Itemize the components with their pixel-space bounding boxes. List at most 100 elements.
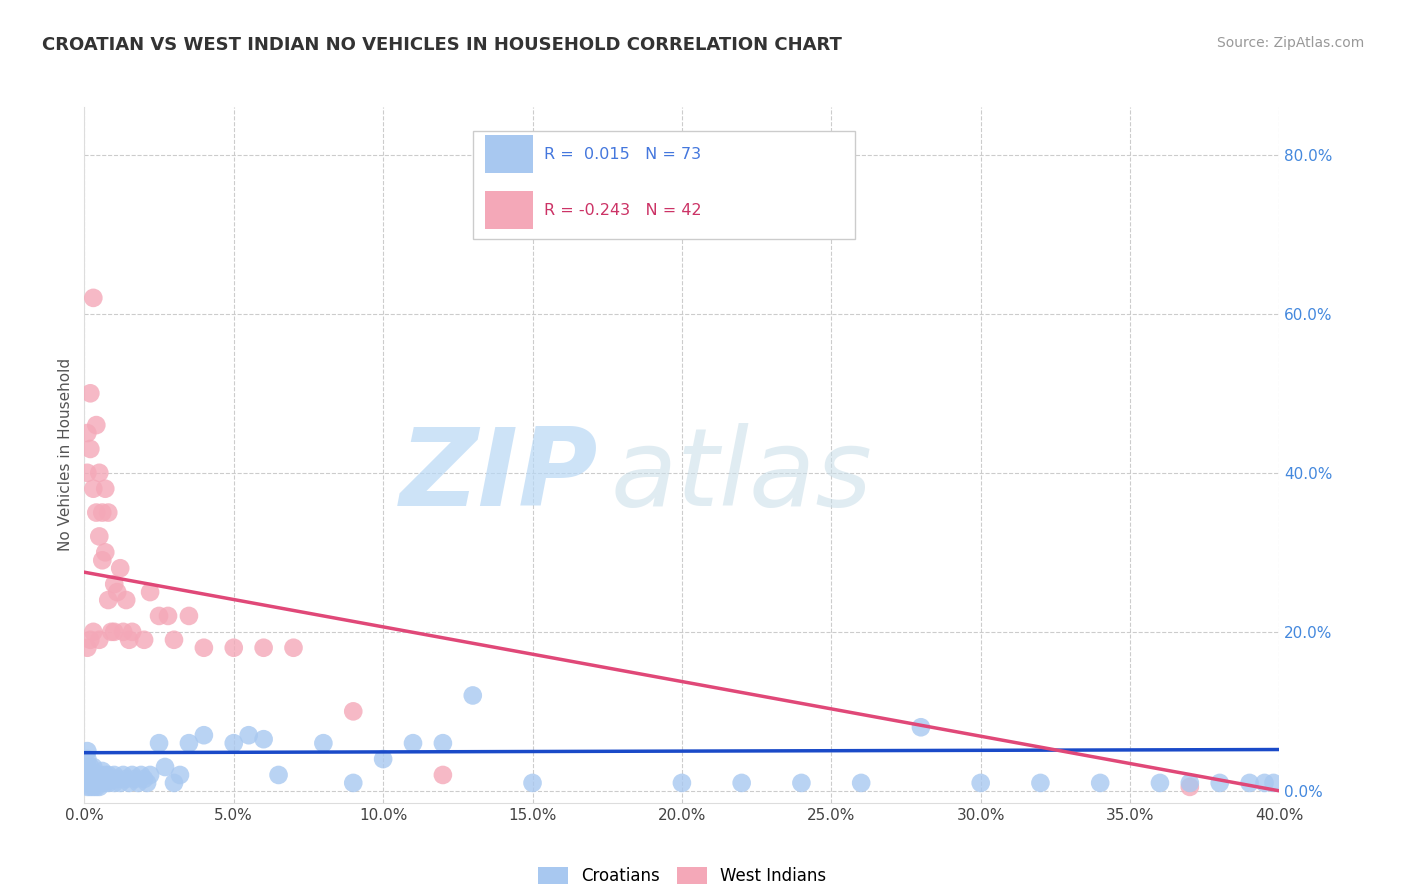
- Point: [1208, 776, 1232, 790]
- Point: [127, 776, 149, 790]
- Point: [105, 772, 128, 786]
- Point: [118, 632, 141, 647]
- Point: [76, 768, 98, 782]
- Point: [124, 772, 146, 786]
- Point: [121, 624, 143, 639]
- Point: [82, 780, 104, 794]
- Point: [970, 776, 993, 790]
- Point: [312, 736, 335, 750]
- Point: [97, 506, 120, 520]
- Point: [222, 736, 245, 750]
- Point: [461, 689, 484, 703]
- Point: [432, 768, 454, 782]
- Point: [97, 768, 120, 782]
- Point: [91, 553, 114, 567]
- Point: [79, 760, 101, 774]
- Point: [82, 760, 104, 774]
- Point: [129, 768, 152, 782]
- Bar: [485, 191, 533, 229]
- Point: [177, 736, 200, 750]
- Point: [169, 768, 191, 782]
- Point: [1149, 776, 1171, 790]
- Point: [253, 732, 276, 747]
- Point: [82, 482, 104, 496]
- Point: [342, 776, 364, 790]
- Point: [115, 772, 138, 786]
- Point: [100, 624, 122, 639]
- Text: Source: ZipAtlas.com: Source: ZipAtlas.com: [1216, 36, 1364, 50]
- Point: [97, 776, 120, 790]
- Point: [163, 776, 186, 790]
- Point: [193, 728, 215, 742]
- Point: [79, 776, 101, 790]
- Point: [148, 609, 170, 624]
- Point: [76, 776, 98, 790]
- Point: [139, 768, 162, 782]
- Point: [76, 425, 98, 440]
- Point: [91, 506, 114, 520]
- Point: [86, 418, 108, 433]
- Point: [76, 752, 98, 766]
- Text: R =  0.015   N = 73: R = 0.015 N = 73: [544, 147, 702, 161]
- Point: [342, 704, 364, 718]
- Point: [132, 772, 156, 786]
- Point: [522, 776, 544, 790]
- Point: [94, 545, 117, 559]
- Text: CROATIAN VS WEST INDIAN NO VEHICLES IN HOUSEHOLD CORRELATION CHART: CROATIAN VS WEST INDIAN NO VEHICLES IN H…: [42, 36, 842, 54]
- Point: [100, 772, 122, 786]
- Point: [86, 776, 108, 790]
- Point: [105, 585, 128, 599]
- Point: [1029, 776, 1052, 790]
- Point: [89, 632, 111, 647]
- Point: [193, 640, 215, 655]
- Point: [790, 776, 813, 790]
- Point: [79, 442, 101, 456]
- Bar: [485, 135, 533, 173]
- Point: [432, 736, 454, 750]
- Point: [97, 593, 120, 607]
- Point: [110, 776, 132, 790]
- Point: [1178, 776, 1201, 790]
- Point: [76, 466, 98, 480]
- Point: [139, 585, 162, 599]
- Point: [136, 776, 159, 790]
- Point: [671, 776, 693, 790]
- Point: [82, 768, 104, 782]
- Point: [157, 609, 180, 624]
- Point: [82, 776, 104, 790]
- Point: [89, 529, 111, 543]
- Text: ZIP: ZIP: [399, 423, 599, 529]
- Point: [89, 768, 111, 782]
- Point: [82, 291, 104, 305]
- Point: [89, 776, 111, 790]
- Point: [79, 632, 101, 647]
- Point: [94, 776, 117, 790]
- Point: [89, 780, 111, 794]
- Point: [1263, 776, 1285, 790]
- Point: [89, 466, 111, 480]
- Point: [238, 728, 260, 742]
- Point: [76, 780, 98, 794]
- Y-axis label: No Vehicles in Household: No Vehicles in Household: [58, 359, 73, 551]
- FancyBboxPatch shape: [472, 131, 855, 239]
- Point: [849, 776, 872, 790]
- Point: [118, 776, 141, 790]
- Point: [79, 780, 101, 794]
- Point: [253, 640, 276, 655]
- Point: [94, 482, 117, 496]
- Point: [103, 776, 125, 790]
- Point: [112, 768, 135, 782]
- Point: [103, 624, 125, 639]
- Point: [91, 764, 114, 778]
- Point: [79, 772, 101, 786]
- Point: [1253, 776, 1275, 790]
- Point: [82, 624, 104, 639]
- Point: [103, 577, 125, 591]
- Point: [103, 768, 125, 782]
- Point: [112, 624, 135, 639]
- Point: [283, 640, 305, 655]
- Text: atlas: atlas: [610, 424, 872, 528]
- Point: [148, 736, 170, 750]
- Point: [121, 768, 143, 782]
- Point: [76, 640, 98, 655]
